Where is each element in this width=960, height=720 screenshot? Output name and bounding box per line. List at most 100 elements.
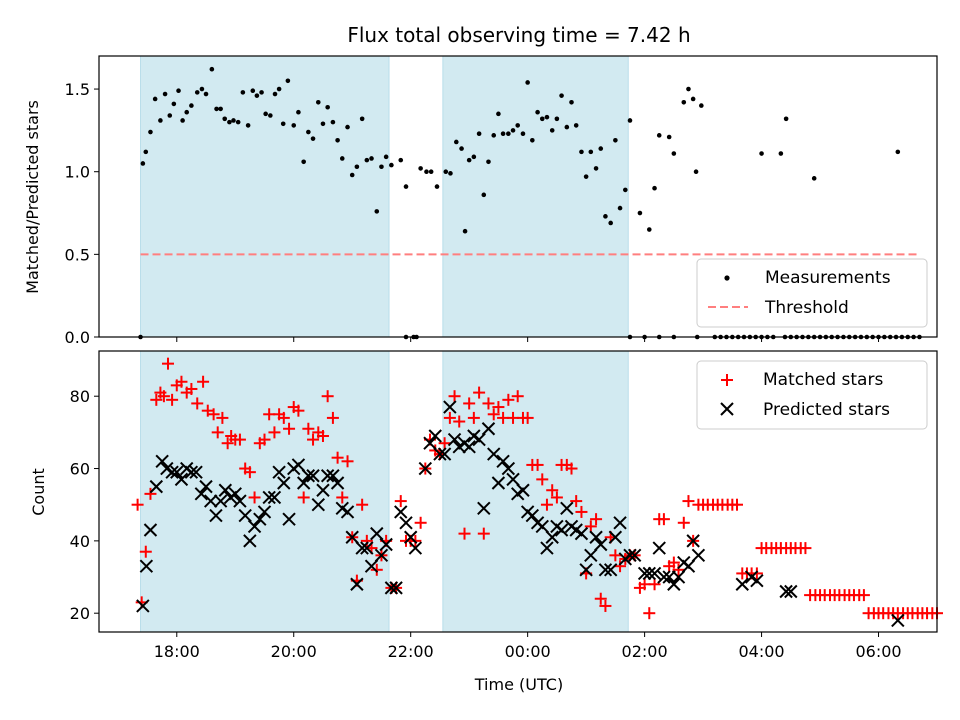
data-point	[569, 99, 574, 105]
data-point-x	[291, 458, 306, 472]
data-point-x	[594, 537, 608, 552]
data-point-x	[647, 566, 662, 581]
data-point-x	[277, 476, 291, 490]
data-point	[681, 99, 687, 105]
data-point	[496, 111, 501, 117]
data-point-plus	[565, 462, 578, 475]
data-point-x	[184, 465, 199, 479]
data-point	[554, 116, 560, 122]
data-point-plus	[302, 422, 315, 435]
data-point-plus	[570, 495, 583, 508]
data-point	[418, 166, 423, 171]
data-point-plus	[458, 527, 471, 540]
data-point	[285, 78, 291, 84]
ratio-panel: 0.0 0.5 1.0 1.5 Matched/Predicted stars Mea…	[23, 55, 938, 347]
data-point-plus	[394, 495, 407, 508]
data-point	[301, 159, 306, 165]
data-point	[506, 131, 511, 136]
data-point	[167, 113, 173, 118]
data-point	[598, 146, 604, 151]
data-point	[280, 121, 286, 127]
count-y-axis-label: Count	[29, 468, 48, 516]
data-point	[364, 157, 370, 163]
data-point-plus	[750, 567, 763, 580]
data-point-x	[360, 541, 374, 555]
legend-label-predicted-stars: Predicted stars	[763, 400, 890, 420]
legend-marker-matched-stars	[721, 374, 733, 386]
data-point	[481, 192, 487, 198]
data-point	[539, 116, 545, 122]
data-point	[462, 228, 468, 234]
data-point	[180, 118, 185, 123]
data-point	[603, 214, 608, 219]
ratio-y-axis-label: Matched/Predicted stars	[23, 100, 42, 294]
data-point	[544, 114, 550, 120]
data-point-x	[657, 570, 671, 584]
data-point-x	[262, 490, 276, 505]
data-point-x	[535, 519, 549, 534]
data-point-plus	[677, 516, 690, 529]
data-point-plus	[150, 393, 163, 406]
data-point-x	[487, 447, 501, 461]
observing-span-2	[442, 350, 629, 633]
x-tick-label: 22:00	[388, 642, 434, 661]
data-point-plus	[144, 487, 157, 500]
data-point-x	[165, 465, 179, 479]
data-point-x	[320, 469, 335, 483]
data-point-plus	[443, 411, 456, 424]
data-point-plus	[162, 357, 175, 370]
data-point-x	[301, 469, 316, 483]
count-legend: Matched stars Predicted stars	[696, 360, 928, 430]
data-point-plus	[550, 491, 563, 504]
data-point	[369, 156, 374, 161]
data-point-x	[598, 563, 613, 577]
data-point-plus	[166, 393, 179, 406]
data-point-x	[194, 487, 209, 501]
data-point	[471, 154, 477, 160]
data-point	[152, 96, 158, 102]
data-point-x	[326, 469, 340, 483]
data-point-x	[316, 483, 330, 497]
data-point-x	[681, 559, 696, 573]
data-point	[235, 119, 241, 125]
data-point-x	[311, 497, 326, 512]
data-point-x	[355, 541, 369, 555]
data-point-plus	[157, 390, 170, 403]
data-point-plus	[233, 433, 246, 446]
data-point-x	[282, 512, 296, 526]
data-point	[245, 123, 251, 128]
data-point-x	[218, 483, 233, 497]
data-point	[176, 88, 181, 94]
data-point-plus	[297, 491, 310, 504]
data-point	[276, 86, 282, 92]
ratio-axes-frame	[98, 55, 938, 338]
data-point	[783, 116, 789, 122]
data-point	[491, 133, 497, 138]
data-point-x	[247, 519, 262, 534]
data-point-x	[506, 472, 520, 487]
y-tick-label: 80	[70, 387, 90, 406]
data-point-x	[213, 494, 228, 508]
count-panel: 20 40 60 80 18:00 20:00 22:00 00:00 02:00 04:00 0…	[29, 350, 943, 694]
data-point-x	[667, 577, 681, 591]
y-tick-label: 40	[70, 532, 90, 551]
data-point-x	[394, 505, 408, 519]
x-tick-label: 06:00	[855, 642, 901, 661]
data-point-x	[364, 559, 379, 573]
data-point	[466, 157, 472, 163]
data-point-plus	[584, 520, 597, 533]
data-point-plus	[575, 505, 588, 518]
data-point	[617, 205, 623, 211]
data-point	[184, 109, 190, 115]
data-point-plus	[540, 498, 553, 511]
data-point-plus	[667, 556, 680, 569]
data-point-x	[149, 479, 164, 494]
data-point-x	[418, 461, 433, 476]
data-point-x	[379, 537, 393, 552]
data-point	[583, 174, 589, 179]
data-point-plus	[268, 426, 281, 439]
data-point-plus	[511, 390, 524, 403]
data-point-x	[472, 432, 486, 447]
data-point-plus	[356, 498, 369, 511]
data-point-plus	[682, 495, 695, 508]
